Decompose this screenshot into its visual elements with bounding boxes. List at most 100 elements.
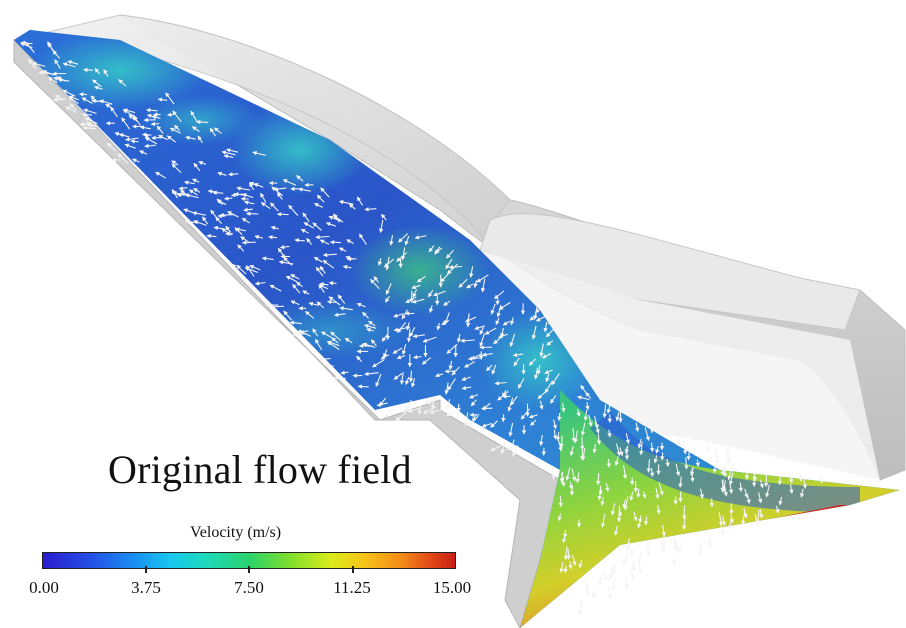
- velocity-arrow: [340, 370, 349, 375]
- velocity-arrow: [682, 440, 688, 455]
- velocity-arrow: [207, 189, 218, 194]
- velocity-arrow: [436, 322, 441, 331]
- velocity-arrow: [401, 404, 414, 413]
- velocity-arrow: [479, 326, 484, 335]
- velocity-arrow: [759, 508, 764, 519]
- velocity-arrow: [320, 187, 330, 198]
- colorbar-label: Velocity (m/s): [190, 524, 282, 541]
- velocity-arrow: [223, 154, 234, 159]
- velocity-arrow: [568, 561, 573, 570]
- velocity-arrow: [649, 468, 655, 478]
- velocity-arrow: [312, 328, 319, 337]
- velocity-arrow: [144, 143, 156, 149]
- velocity-arrow: [608, 566, 614, 581]
- velocity-arrow: [298, 187, 311, 192]
- velocity-arrow: [320, 331, 333, 339]
- velocity-arrow: [698, 541, 703, 555]
- velocity-arrow: [799, 488, 805, 498]
- velocity-arrow: [607, 585, 613, 599]
- velocity-arrow: [500, 327, 505, 338]
- velocity-arrow: [252, 151, 267, 156]
- velocity-arrow: [91, 79, 102, 88]
- velocity-arrow: [508, 422, 514, 437]
- velocity-arrow: [577, 600, 582, 615]
- velocity-arrow: [392, 347, 403, 354]
- velocity-arrow: [424, 397, 438, 404]
- velocity-arrow: [87, 123, 99, 128]
- velocity-arrow: [656, 504, 661, 515]
- velocity-arrow: [292, 283, 301, 294]
- velocity-arrow: [461, 385, 472, 391]
- velocity-arrow: [243, 200, 255, 205]
- velocity-arrow: [551, 373, 560, 386]
- velocity-arrow: [99, 99, 113, 105]
- velocity-arrow: [628, 542, 634, 556]
- velocity-arrow: [743, 507, 748, 519]
- velocity-arrow: [610, 503, 616, 516]
- velocity-arrow: [536, 365, 541, 375]
- velocity-arrow: [124, 143, 136, 149]
- velocity-arrow: [344, 337, 353, 344]
- velocity-arrow: [328, 215, 341, 222]
- velocity-arrow: [528, 358, 536, 366]
- velocity-arrow: [333, 213, 340, 223]
- velocity-arrow: [490, 444, 503, 452]
- colorbar-tick-label: 11.25: [333, 578, 371, 597]
- velocity-arrow: [193, 162, 201, 172]
- velocity-arrow: [429, 408, 444, 415]
- velocity-arrow: [568, 481, 574, 490]
- velocity-arrow: [611, 564, 616, 576]
- velocity-arrow: [543, 321, 548, 333]
- velocity-arrow: [318, 284, 325, 293]
- velocity-arrow: [600, 497, 605, 506]
- velocity-arrow: [316, 194, 325, 203]
- velocity-arrow: [443, 300, 451, 306]
- velocity-arrow: [273, 186, 287, 192]
- velocity-arrow: [413, 354, 422, 360]
- colorbar-tick-label: 15.00: [432, 578, 472, 597]
- velocity-arrow: [192, 178, 200, 183]
- velocity-arrow: [316, 301, 324, 309]
- velocity-arrow: [588, 414, 593, 427]
- velocity-arrow: [393, 313, 404, 318]
- velocity-arrow: [276, 192, 283, 200]
- velocity-arrow: [646, 544, 651, 557]
- velocity-arrow: [356, 196, 363, 206]
- velocity-arrow: [304, 311, 315, 319]
- velocity-arrow: [83, 108, 97, 115]
- velocity-arrow: [385, 256, 390, 271]
- velocity-arrow: [649, 442, 655, 453]
- velocity-arrow: [605, 483, 610, 492]
- velocity-arrow: [322, 252, 337, 258]
- velocity-arrow: [441, 319, 450, 326]
- velocity-arrow: [283, 256, 293, 266]
- velocity-arrow: [348, 203, 356, 210]
- velocity-arrow: [195, 119, 209, 125]
- velocity-arrow: [370, 339, 377, 347]
- velocity-arrow: [396, 355, 406, 360]
- velocity-arrow: [411, 378, 416, 388]
- velocity-arrow: [778, 496, 783, 506]
- velocity-arrow: [677, 541, 683, 553]
- velocity-arrow: [446, 249, 454, 259]
- velocity-arrow: [337, 294, 346, 304]
- velocity-arrow: [720, 524, 725, 536]
- velocity-arrow: [379, 397, 387, 407]
- velocity-arrow: [451, 366, 460, 376]
- velocity-arrow: [428, 245, 435, 253]
- velocity-arrow: [580, 384, 588, 395]
- velocity-arrow: [759, 479, 764, 489]
- colorbar-tick: [145, 566, 147, 573]
- velocity-arrow: [637, 438, 642, 449]
- velocity-arrow: [746, 496, 751, 505]
- velocity-arrow: [642, 491, 647, 499]
- velocity-arrow: [473, 280, 478, 289]
- velocity-arrow: [381, 213, 387, 221]
- velocity-arrow: [405, 402, 410, 411]
- velocity-arrow: [191, 126, 200, 132]
- velocity-arrow: [377, 258, 383, 266]
- velocity-arrow: [541, 353, 552, 359]
- velocity-arrow: [728, 472, 734, 486]
- velocity-arrow: [469, 266, 474, 278]
- velocity-arrow: [726, 449, 732, 464]
